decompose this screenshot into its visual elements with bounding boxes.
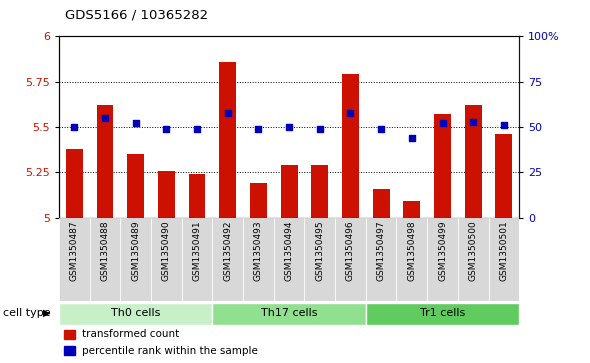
Point: [499, 122, 509, 128]
Bar: [281, 165, 297, 218]
Bar: [496, 134, 512, 218]
Text: GSM1350490: GSM1350490: [162, 220, 171, 281]
Text: GSM1350493: GSM1350493: [254, 220, 263, 281]
Bar: [366, 302, 519, 325]
Bar: [90, 218, 120, 301]
Bar: [427, 218, 458, 301]
Bar: [189, 174, 205, 218]
Bar: [97, 105, 113, 218]
Bar: [64, 346, 75, 355]
Point: [376, 126, 386, 132]
Text: GSM1350487: GSM1350487: [70, 220, 79, 281]
Point: [131, 121, 140, 126]
Text: GSM1350500: GSM1350500: [468, 220, 478, 281]
Bar: [59, 302, 212, 325]
Bar: [489, 218, 519, 301]
Point: [100, 115, 110, 121]
Point: [407, 135, 417, 141]
Text: transformed count: transformed count: [82, 329, 179, 339]
Bar: [465, 105, 481, 218]
Text: Th17 cells: Th17 cells: [261, 309, 317, 318]
Text: GSM1350497: GSM1350497: [376, 220, 386, 281]
Text: GSM1350495: GSM1350495: [315, 220, 324, 281]
Bar: [182, 218, 212, 301]
Bar: [212, 302, 366, 325]
Bar: [151, 218, 182, 301]
Text: GSM1350491: GSM1350491: [192, 220, 202, 281]
Bar: [120, 218, 151, 301]
Text: GDS5166 / 10365282: GDS5166 / 10365282: [65, 9, 208, 22]
Bar: [373, 189, 389, 218]
Bar: [396, 218, 427, 301]
Point: [346, 110, 355, 115]
Point: [468, 119, 478, 125]
Bar: [158, 171, 175, 218]
Bar: [434, 114, 451, 218]
Text: GSM1350494: GSM1350494: [284, 220, 294, 281]
Bar: [404, 201, 420, 218]
Bar: [304, 218, 335, 301]
Text: GSM1350492: GSM1350492: [223, 220, 232, 281]
Text: GSM1350501: GSM1350501: [499, 220, 509, 281]
Bar: [335, 218, 366, 301]
Bar: [66, 149, 83, 218]
Bar: [366, 218, 396, 301]
Text: GSM1350499: GSM1350499: [438, 220, 447, 281]
Text: GSM1350489: GSM1350489: [131, 220, 140, 281]
Point: [284, 124, 294, 130]
Text: cell type: cell type: [3, 308, 51, 318]
Text: GSM1350496: GSM1350496: [346, 220, 355, 281]
Bar: [127, 154, 144, 218]
Point: [254, 126, 263, 132]
Bar: [312, 165, 328, 218]
Point: [438, 121, 447, 126]
Bar: [458, 218, 489, 301]
Text: GSM1350498: GSM1350498: [407, 220, 417, 281]
Text: GSM1350488: GSM1350488: [100, 220, 110, 281]
Point: [162, 126, 171, 132]
Bar: [274, 218, 304, 301]
Bar: [219, 62, 236, 218]
Bar: [212, 218, 243, 301]
Text: Tr1 cells: Tr1 cells: [420, 309, 465, 318]
Bar: [64, 330, 75, 339]
Bar: [342, 74, 359, 218]
Bar: [243, 218, 274, 301]
Point: [315, 126, 324, 132]
Text: ▶: ▶: [43, 308, 51, 318]
Point: [70, 124, 79, 130]
Bar: [250, 183, 267, 218]
Point: [192, 126, 202, 132]
Text: percentile rank within the sample: percentile rank within the sample: [82, 346, 258, 355]
Point: [223, 110, 232, 115]
Bar: [59, 218, 90, 301]
Text: Th0 cells: Th0 cells: [111, 309, 160, 318]
